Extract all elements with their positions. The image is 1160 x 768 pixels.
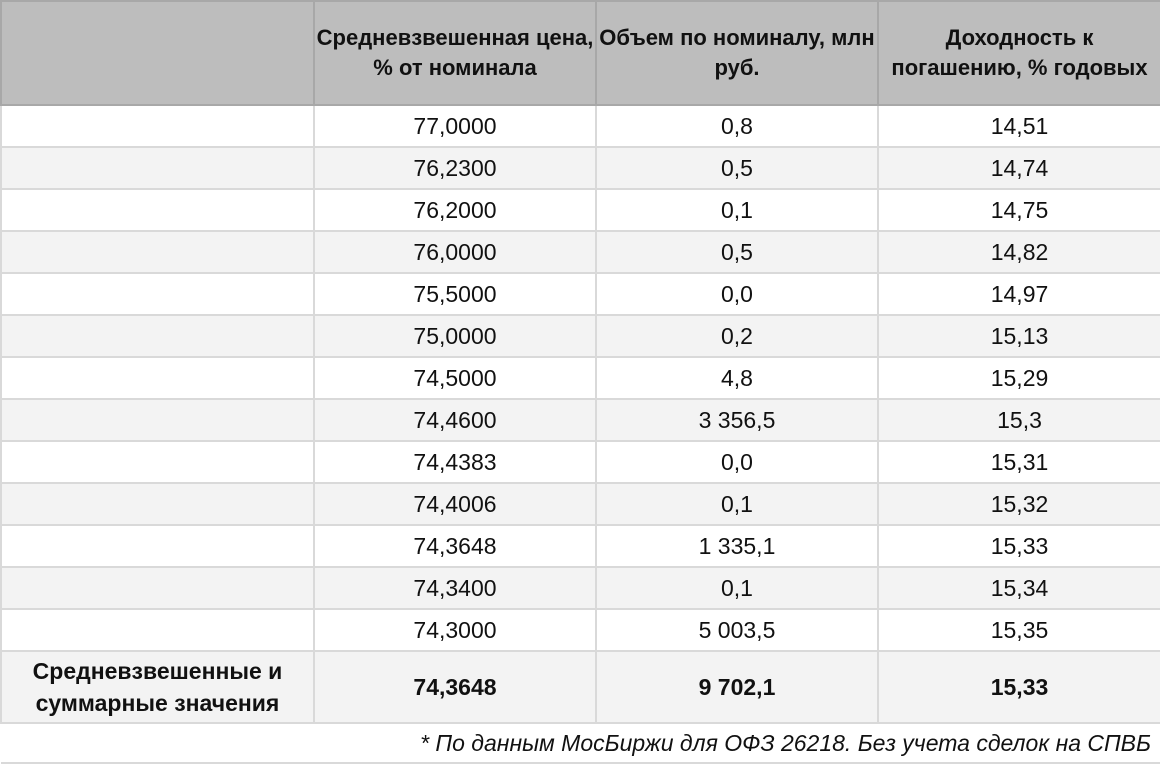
row-label <box>0 482 315 526</box>
yield-cell: 15,31 <box>877 440 1160 484</box>
table-row: 74,5000 4,8 15,29 <box>0 356 1160 400</box>
yield-cell: 14,51 <box>877 104 1160 148</box>
yield-cell: 14,75 <box>877 188 1160 232</box>
row-label <box>0 524 315 568</box>
yield-cell: 15,34 <box>877 566 1160 610</box>
yield-cell: 14,74 <box>877 146 1160 190</box>
volume-cell: 1 335,1 <box>595 524 879 568</box>
row-label <box>0 230 315 274</box>
row-label <box>0 398 315 442</box>
footnote: * По данным МосБиржи для ОФЗ 26218. Без … <box>1 722 1160 764</box>
yield-cell: 15,29 <box>877 356 1160 400</box>
row-label <box>0 608 315 652</box>
table-row: 77,0000 0,8 14,51 <box>0 104 1160 148</box>
row-label <box>0 272 315 316</box>
price-cell: 74,3000 <box>313 608 597 652</box>
table-row: 76,2300 0,5 14,74 <box>0 146 1160 190</box>
header-row: Средневзвешенная цена, % от номинала Объ… <box>0 0 1160 106</box>
price-cell: 77,0000 <box>313 104 597 148</box>
volume-cell: 0,0 <box>595 272 879 316</box>
row-label <box>0 188 315 232</box>
row-label <box>0 566 315 610</box>
footnote-row: * По данным МосБиржи для ОФЗ 26218. Без … <box>1 722 1160 764</box>
row-label <box>0 104 315 148</box>
volume-cell: 5 003,5 <box>595 608 879 652</box>
table-row: 74,3000 5 003,5 15,35 <box>0 608 1160 652</box>
price-cell: 75,5000 <box>313 272 597 316</box>
yield-cell: 15,3 <box>877 398 1160 442</box>
volume-cell: 0,5 <box>595 230 879 274</box>
price-cell: 74,3400 <box>313 566 597 610</box>
volume-cell: 0,0 <box>595 440 879 484</box>
yield-cell: 15,33 <box>877 524 1160 568</box>
yield-cell: 14,97 <box>877 272 1160 316</box>
volume-cell: 4,8 <box>595 356 879 400</box>
summary-volume: 9 702,1 <box>595 650 879 724</box>
summary-price: 74,3648 <box>313 650 597 724</box>
yield-cell: 14,82 <box>877 230 1160 274</box>
table-row: 74,4383 0,0 15,31 <box>0 440 1160 484</box>
table-row: 74,3648 1 335,1 15,33 <box>0 524 1160 568</box>
volume-cell: 3 356,5 <box>595 398 879 442</box>
price-cell: 74,4383 <box>313 440 597 484</box>
price-cell: 76,2000 <box>313 188 597 232</box>
price-cell: 74,3648 <box>313 524 597 568</box>
price-cell: 75,0000 <box>313 314 597 358</box>
price-cell: 74,4006 <box>313 482 597 526</box>
price-cell: 74,5000 <box>313 356 597 400</box>
header-price: Средневзвешенная цена, % от номинала <box>313 0 597 106</box>
volume-cell: 0,5 <box>595 146 879 190</box>
price-cell: 74,4600 <box>313 398 597 442</box>
volume-cell: 0,1 <box>595 566 879 610</box>
row-label <box>0 146 315 190</box>
summary-row: Средневзвешенные и суммарные значения 74… <box>0 650 1160 724</box>
volume-cell: 0,1 <box>595 482 879 526</box>
volume-cell: 0,2 <box>595 314 879 358</box>
table-row: 74,4600 3 356,5 15,3 <box>0 398 1160 442</box>
table-row: 74,3400 0,1 15,34 <box>0 566 1160 610</box>
header-label <box>0 0 315 106</box>
table-row: 74,4006 0,1 15,32 <box>0 482 1160 526</box>
yield-cell: 15,13 <box>877 314 1160 358</box>
price-cell: 76,2300 <box>313 146 597 190</box>
table-row: 75,5000 0,0 14,97 <box>0 272 1160 316</box>
header-volume: Объем по номиналу, млн руб. <box>595 0 879 106</box>
table-row: 76,0000 0,5 14,82 <box>0 230 1160 274</box>
header-yield: Доходность к погашению, % годовых <box>877 0 1160 106</box>
row-label <box>0 440 315 484</box>
summary-label: Средневзвешенные и суммарные значения <box>0 650 315 724</box>
yield-cell: 15,32 <box>877 482 1160 526</box>
price-cell: 76,0000 <box>313 230 597 274</box>
table-row: 75,0000 0,2 15,13 <box>0 314 1160 358</box>
summary-yield: 15,33 <box>877 650 1160 724</box>
volume-cell: 0,1 <box>595 188 879 232</box>
volume-cell: 0,8 <box>595 104 879 148</box>
row-label <box>0 314 315 358</box>
table-row: 76,2000 0,1 14,75 <box>0 188 1160 232</box>
yield-cell: 15,35 <box>877 608 1160 652</box>
row-label <box>0 356 315 400</box>
